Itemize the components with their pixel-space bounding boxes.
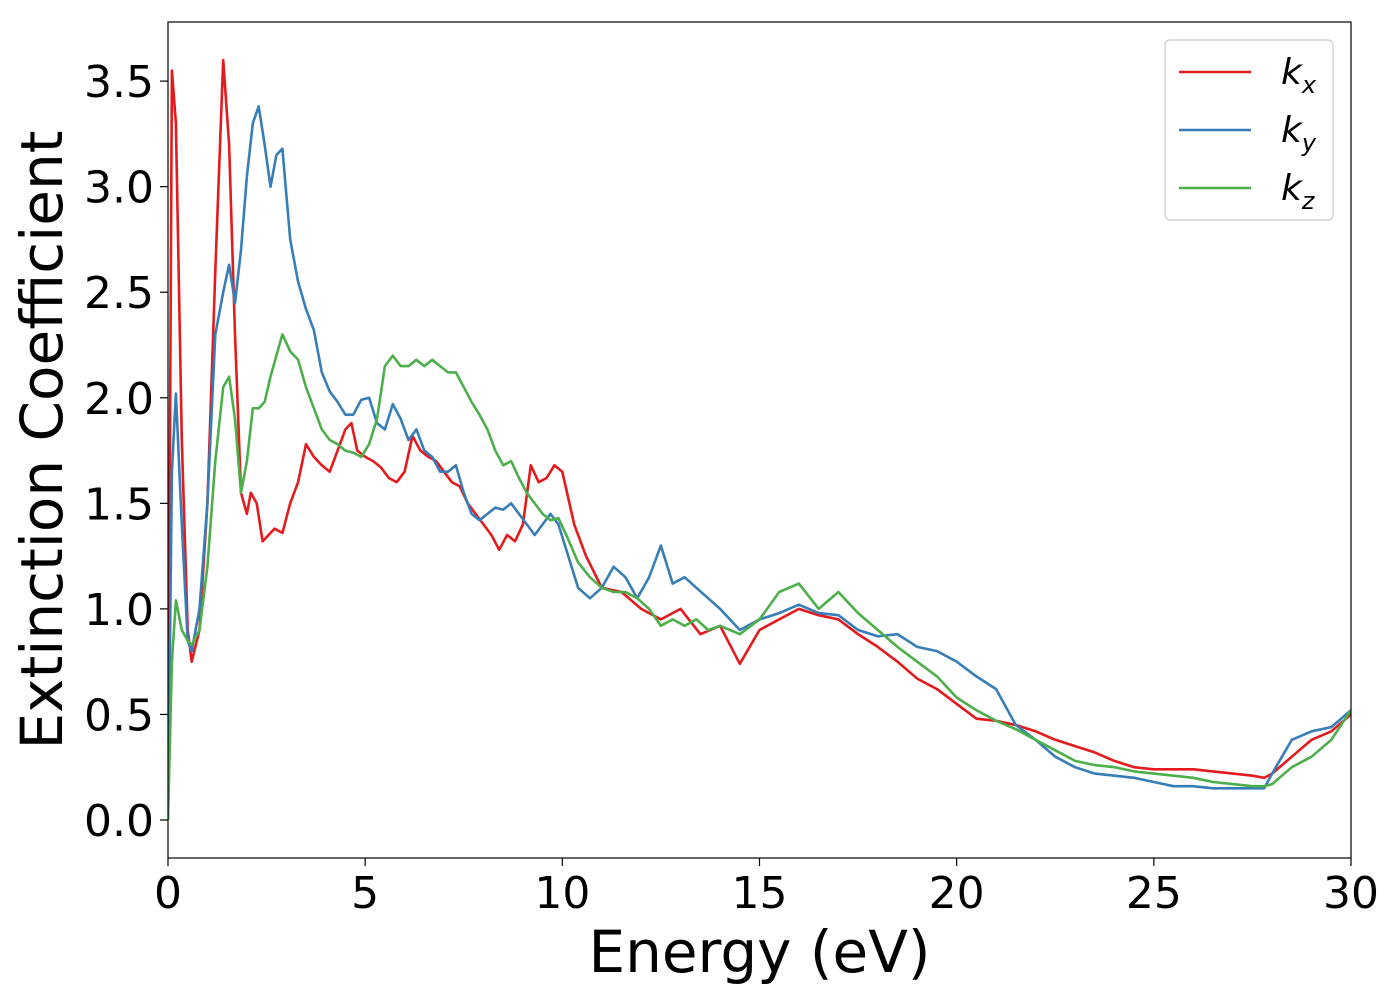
y-tick-label: 1.0	[84, 585, 154, 636]
x-tick-label: 20	[929, 868, 985, 919]
series-layer	[168, 58, 1351, 821]
y-tick-label: 2.0	[84, 374, 154, 425]
y-tick-label: 2.5	[84, 268, 154, 319]
x-tick-label: 10	[534, 868, 590, 919]
x-tick-label: 25	[1126, 868, 1182, 919]
y-tick-label: 3.5	[84, 57, 154, 108]
series-line-kz	[168, 333, 1351, 821]
y-tick-label: 0.5	[84, 690, 154, 741]
x-tick-label: 30	[1323, 868, 1379, 919]
y-tick-label: 1.5	[84, 479, 154, 530]
y-axis-label: Extinction Coefficient	[8, 131, 76, 750]
y-tick-label: 0.0	[84, 796, 154, 847]
y-axis: 0.0 0.5 1.0 1.5 2.0 2.5 3.0 3.5	[84, 57, 168, 847]
x-tick-label: 0	[154, 868, 182, 919]
x-tick-label: 15	[732, 868, 788, 919]
series-line-kx	[168, 58, 1351, 821]
x-tick-label: 5	[351, 868, 379, 919]
y-tick-label: 3.0	[84, 163, 154, 214]
x-axis-label: Energy (eV)	[588, 918, 930, 986]
x-axis: 0 5 10 15 20 25 30	[154, 858, 1379, 919]
